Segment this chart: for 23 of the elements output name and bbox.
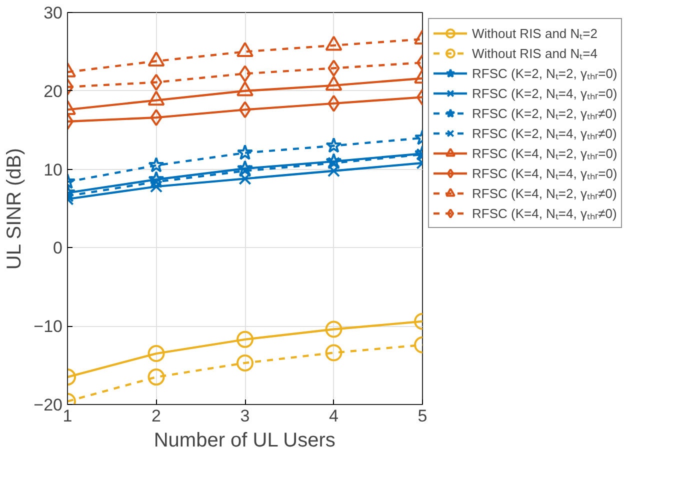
legend-label: RFSC (K=4, Nₜ=4, γₜₕᵣ=0) [472,165,618,182]
x-tick-label: 3 [240,406,250,426]
legend-label: Without RIS and Nₜ=4 [472,45,598,62]
x-tick-label: 2 [152,406,161,426]
y-axis-title: UL SINR (dB) [4,148,26,270]
legend-label: RFSC (K=2, Nₜ=2, γₜₕᵣ≠0) [472,105,617,122]
x-tick-label: 5 [418,406,428,426]
y-tick-label: −10 [34,317,63,336]
y-tick-label: 20 [44,82,63,101]
legend-label: RFSC (K=4, Nₜ=2, γₜₕᵣ≠0) [472,185,617,202]
legend-label: RFSC (K=2, Nₜ=4, γₜₕᵣ≠0) [472,125,617,142]
legend-label: RFSC (K=2, Nₜ=4, γₜₕᵣ=0) [472,85,618,102]
x-axis-title: Number of UL Users [154,430,336,452]
legend-label: RFSC (K=2, Nₜ=2, γₜₕᵣ=0) [472,65,618,82]
legend-label: RFSC (K=4, Nₜ=2, γₜₕᵣ=0) [472,145,618,162]
y-tick-label: −20 [34,396,63,414]
legend-label: Without RIS and Nₜ=2 [472,25,598,42]
legend-label: RFSC (K=4, Nₜ=4, γₜₕᵣ≠0) [472,205,617,222]
y-tick-label: 0 [53,238,63,258]
x-tick-label: 4 [329,406,338,426]
y-tick-label: 10 [44,160,63,180]
y-tick-label: 30 [44,4,63,22]
x-tick-label: 1 [62,406,72,426]
